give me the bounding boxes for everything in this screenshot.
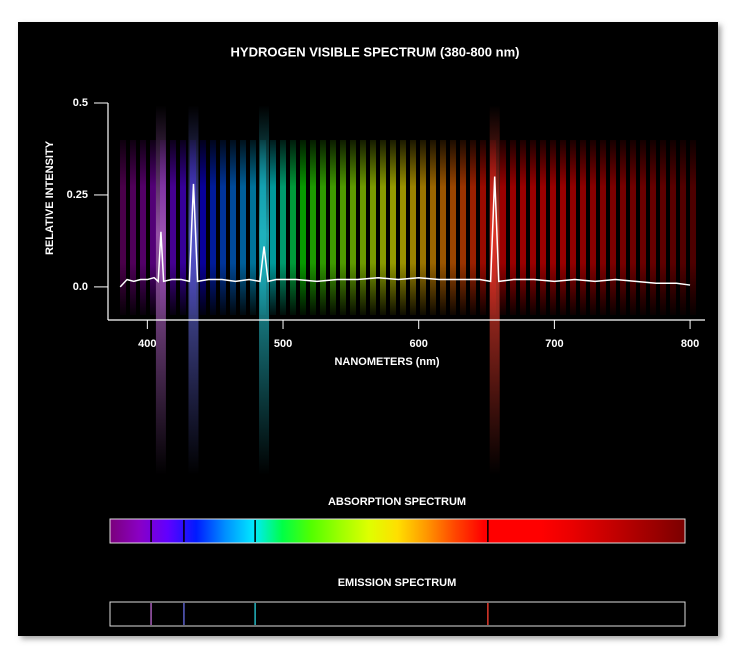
y-tick-label: 0.0 [73,281,88,293]
y-tick-label: 0.5 [73,97,88,109]
panel [18,22,718,636]
x-tick-label: 800 [681,338,699,350]
line-glow [259,105,269,475]
emission-bar [110,602,685,626]
absorption-bar [110,519,685,543]
y-tick-label: 0.25 [67,189,88,201]
x-tick-label: 600 [410,338,428,350]
x-tick-label: 400 [138,338,156,350]
absorption-title: ABSORPTION SPECTRUM [328,496,466,508]
x-axis-label: NANOMETERS (nm) [334,356,439,368]
line-glow [156,105,166,475]
stripe-fade [110,130,710,320]
chart-title: HYDROGEN VISIBLE SPECTRUM (380-800 nm) [231,44,520,59]
emission-title: EMISSION SPECTRUM [338,577,457,589]
x-tick-label: 700 [545,338,563,350]
line-glow [490,105,500,475]
y-axis-label: RELATIVE INTENSITY [44,140,56,255]
x-tick-label: 500 [274,338,292,350]
line-glow [188,105,198,475]
chart: HYDROGEN VISIBLE SPECTRUM (380-800 nm) N… [0,0,733,651]
